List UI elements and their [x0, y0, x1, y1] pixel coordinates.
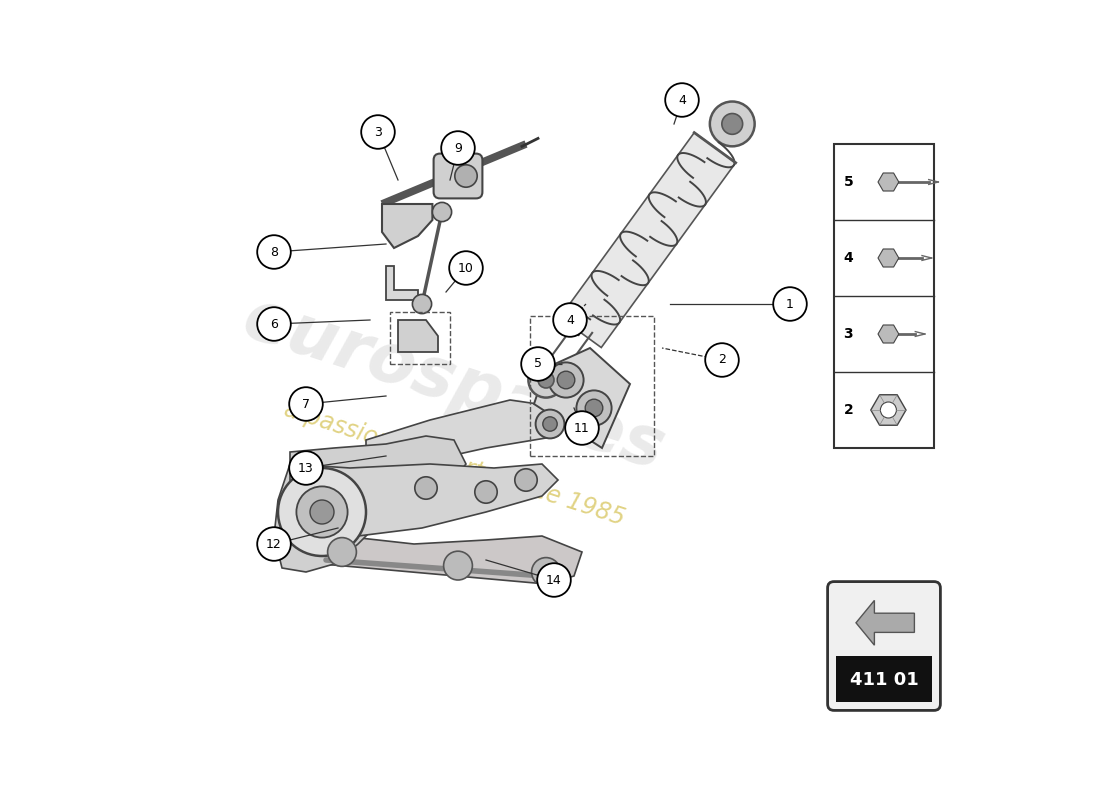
- Text: eurospares: eurospares: [234, 284, 673, 484]
- Circle shape: [443, 551, 472, 580]
- Polygon shape: [856, 600, 914, 645]
- Text: 14: 14: [546, 574, 562, 586]
- Circle shape: [722, 114, 742, 134]
- Circle shape: [705, 343, 739, 377]
- Text: 4: 4: [678, 94, 686, 106]
- Circle shape: [536, 410, 564, 438]
- Polygon shape: [878, 249, 899, 267]
- FancyBboxPatch shape: [433, 154, 483, 198]
- Circle shape: [412, 294, 431, 314]
- Polygon shape: [386, 266, 418, 300]
- Circle shape: [257, 235, 290, 269]
- Text: 3: 3: [844, 327, 854, 341]
- Circle shape: [257, 307, 290, 341]
- Text: 1: 1: [786, 298, 794, 310]
- Text: 12: 12: [266, 538, 282, 550]
- Circle shape: [773, 287, 806, 321]
- Circle shape: [415, 477, 437, 499]
- Text: 9: 9: [454, 142, 462, 154]
- Circle shape: [549, 362, 584, 398]
- Circle shape: [361, 115, 395, 149]
- Polygon shape: [878, 173, 899, 191]
- Text: 411 01: 411 01: [849, 670, 918, 689]
- Circle shape: [531, 558, 560, 586]
- Circle shape: [289, 387, 322, 421]
- Circle shape: [558, 371, 575, 389]
- Polygon shape: [310, 536, 582, 584]
- Circle shape: [289, 451, 322, 485]
- Circle shape: [257, 527, 290, 561]
- Polygon shape: [878, 325, 899, 343]
- Circle shape: [528, 362, 563, 398]
- Text: 2: 2: [844, 403, 854, 417]
- FancyBboxPatch shape: [827, 582, 940, 710]
- Circle shape: [278, 468, 366, 556]
- Circle shape: [449, 251, 483, 285]
- Polygon shape: [534, 348, 630, 448]
- Polygon shape: [382, 204, 432, 248]
- Circle shape: [454, 165, 477, 187]
- Circle shape: [542, 417, 558, 431]
- Circle shape: [310, 500, 334, 524]
- Polygon shape: [871, 394, 906, 426]
- Text: 3: 3: [374, 126, 382, 138]
- Circle shape: [538, 372, 554, 388]
- Circle shape: [710, 102, 755, 146]
- Text: 11: 11: [574, 422, 590, 434]
- Circle shape: [432, 202, 452, 222]
- Text: 4: 4: [566, 314, 574, 326]
- Circle shape: [553, 303, 586, 337]
- Polygon shape: [274, 436, 466, 572]
- Polygon shape: [560, 133, 736, 347]
- Text: 10: 10: [458, 262, 474, 274]
- Text: a passion for parts since 1985: a passion for parts since 1985: [280, 398, 627, 530]
- Circle shape: [515, 469, 537, 491]
- Circle shape: [666, 83, 698, 117]
- Text: 5: 5: [534, 358, 542, 370]
- Text: 7: 7: [302, 398, 310, 410]
- Text: 6: 6: [271, 318, 278, 330]
- Circle shape: [441, 131, 475, 165]
- Circle shape: [328, 538, 356, 566]
- Text: 5: 5: [844, 175, 854, 189]
- Circle shape: [521, 347, 554, 381]
- Polygon shape: [398, 320, 438, 352]
- Text: 2: 2: [718, 354, 726, 366]
- Text: 4: 4: [844, 251, 854, 265]
- Polygon shape: [366, 400, 566, 464]
- Circle shape: [880, 402, 896, 418]
- Text: 13: 13: [298, 462, 314, 474]
- Circle shape: [296, 486, 348, 538]
- Polygon shape: [290, 464, 558, 536]
- Circle shape: [576, 390, 612, 426]
- Text: 8: 8: [270, 246, 278, 258]
- Circle shape: [585, 399, 603, 417]
- FancyBboxPatch shape: [834, 144, 934, 448]
- Circle shape: [565, 411, 598, 445]
- FancyBboxPatch shape: [836, 656, 933, 702]
- Circle shape: [537, 563, 571, 597]
- Circle shape: [475, 481, 497, 503]
